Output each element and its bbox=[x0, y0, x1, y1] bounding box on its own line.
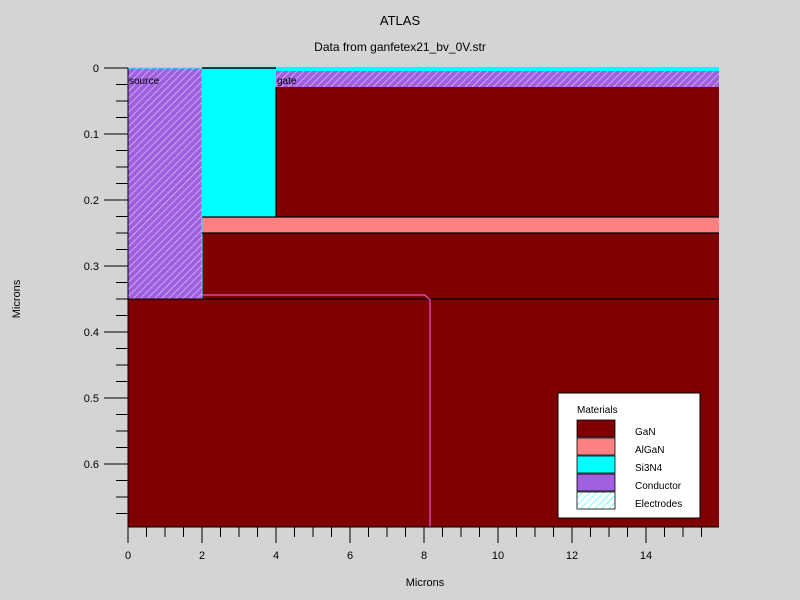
y-tick-label: 0.3 bbox=[84, 261, 99, 273]
junction-line bbox=[202, 294, 431, 527]
gan-cap-region bbox=[276, 87, 719, 217]
x-axis-ticks bbox=[127, 527, 702, 543]
x-tick-label: 12 bbox=[566, 550, 578, 562]
x-tick-label: 6 bbox=[347, 550, 353, 562]
algan-barrier-region bbox=[202, 217, 719, 233]
x-tick-label: 14 bbox=[640, 550, 652, 562]
y-tick-label: 0 bbox=[93, 63, 99, 75]
y-tick-label: 0.2 bbox=[84, 195, 99, 207]
legend-swatch-conductor bbox=[576, 473, 616, 492]
legend-label-conductor: Conductor bbox=[635, 481, 682, 492]
legend-label-si3n4: Si3N4 bbox=[635, 463, 663, 474]
legend-title: Materials bbox=[577, 405, 618, 416]
legend-swatch-electrodes bbox=[576, 491, 616, 510]
y-axis-label: Microns bbox=[11, 279, 23, 319]
legend-swatch-gan bbox=[576, 419, 616, 438]
source-electrode-hatch bbox=[128, 68, 202, 299]
materials-legend: Materials GaN AlGaN Si3N4 Conductor Elec… bbox=[557, 392, 701, 519]
y-tick-label: 0.4 bbox=[84, 327, 99, 339]
legend-swatch-si3n4 bbox=[576, 455, 616, 474]
gan-buffer-region bbox=[202, 233, 719, 299]
source-label: source bbox=[129, 76, 159, 87]
si3n4-passivation-region bbox=[202, 68, 276, 217]
x-tick-label: 8 bbox=[421, 550, 427, 562]
legend-label-algan: AlGaN bbox=[635, 445, 664, 456]
x-tick-label: 4 bbox=[273, 550, 279, 562]
x-tick-label: 2 bbox=[199, 550, 205, 562]
plot-subtitle: Data from ganfetex21_bv_0V.str bbox=[314, 40, 486, 54]
y-tick-label: 0.5 bbox=[84, 393, 99, 405]
legend-label-gan: GaN bbox=[635, 427, 656, 438]
x-axis-label: Microns bbox=[405, 577, 445, 589]
gate-electrode-hatch bbox=[276, 71, 719, 87]
plot-title: ATLAS bbox=[379, 13, 421, 28]
y-tick-label: 0.6 bbox=[84, 459, 99, 471]
y-tick-label: 0.1 bbox=[84, 129, 99, 141]
x-tick-label: 10 bbox=[492, 550, 504, 562]
y-axis-ticks bbox=[104, 67, 128, 514]
legend-swatch-algan bbox=[576, 437, 616, 456]
legend-label-electrodes: Electrodes bbox=[635, 499, 682, 510]
x-tick-label: 0 bbox=[125, 550, 131, 562]
si3n4-top-strip bbox=[276, 68, 719, 71]
gate-label: gate bbox=[277, 76, 297, 87]
